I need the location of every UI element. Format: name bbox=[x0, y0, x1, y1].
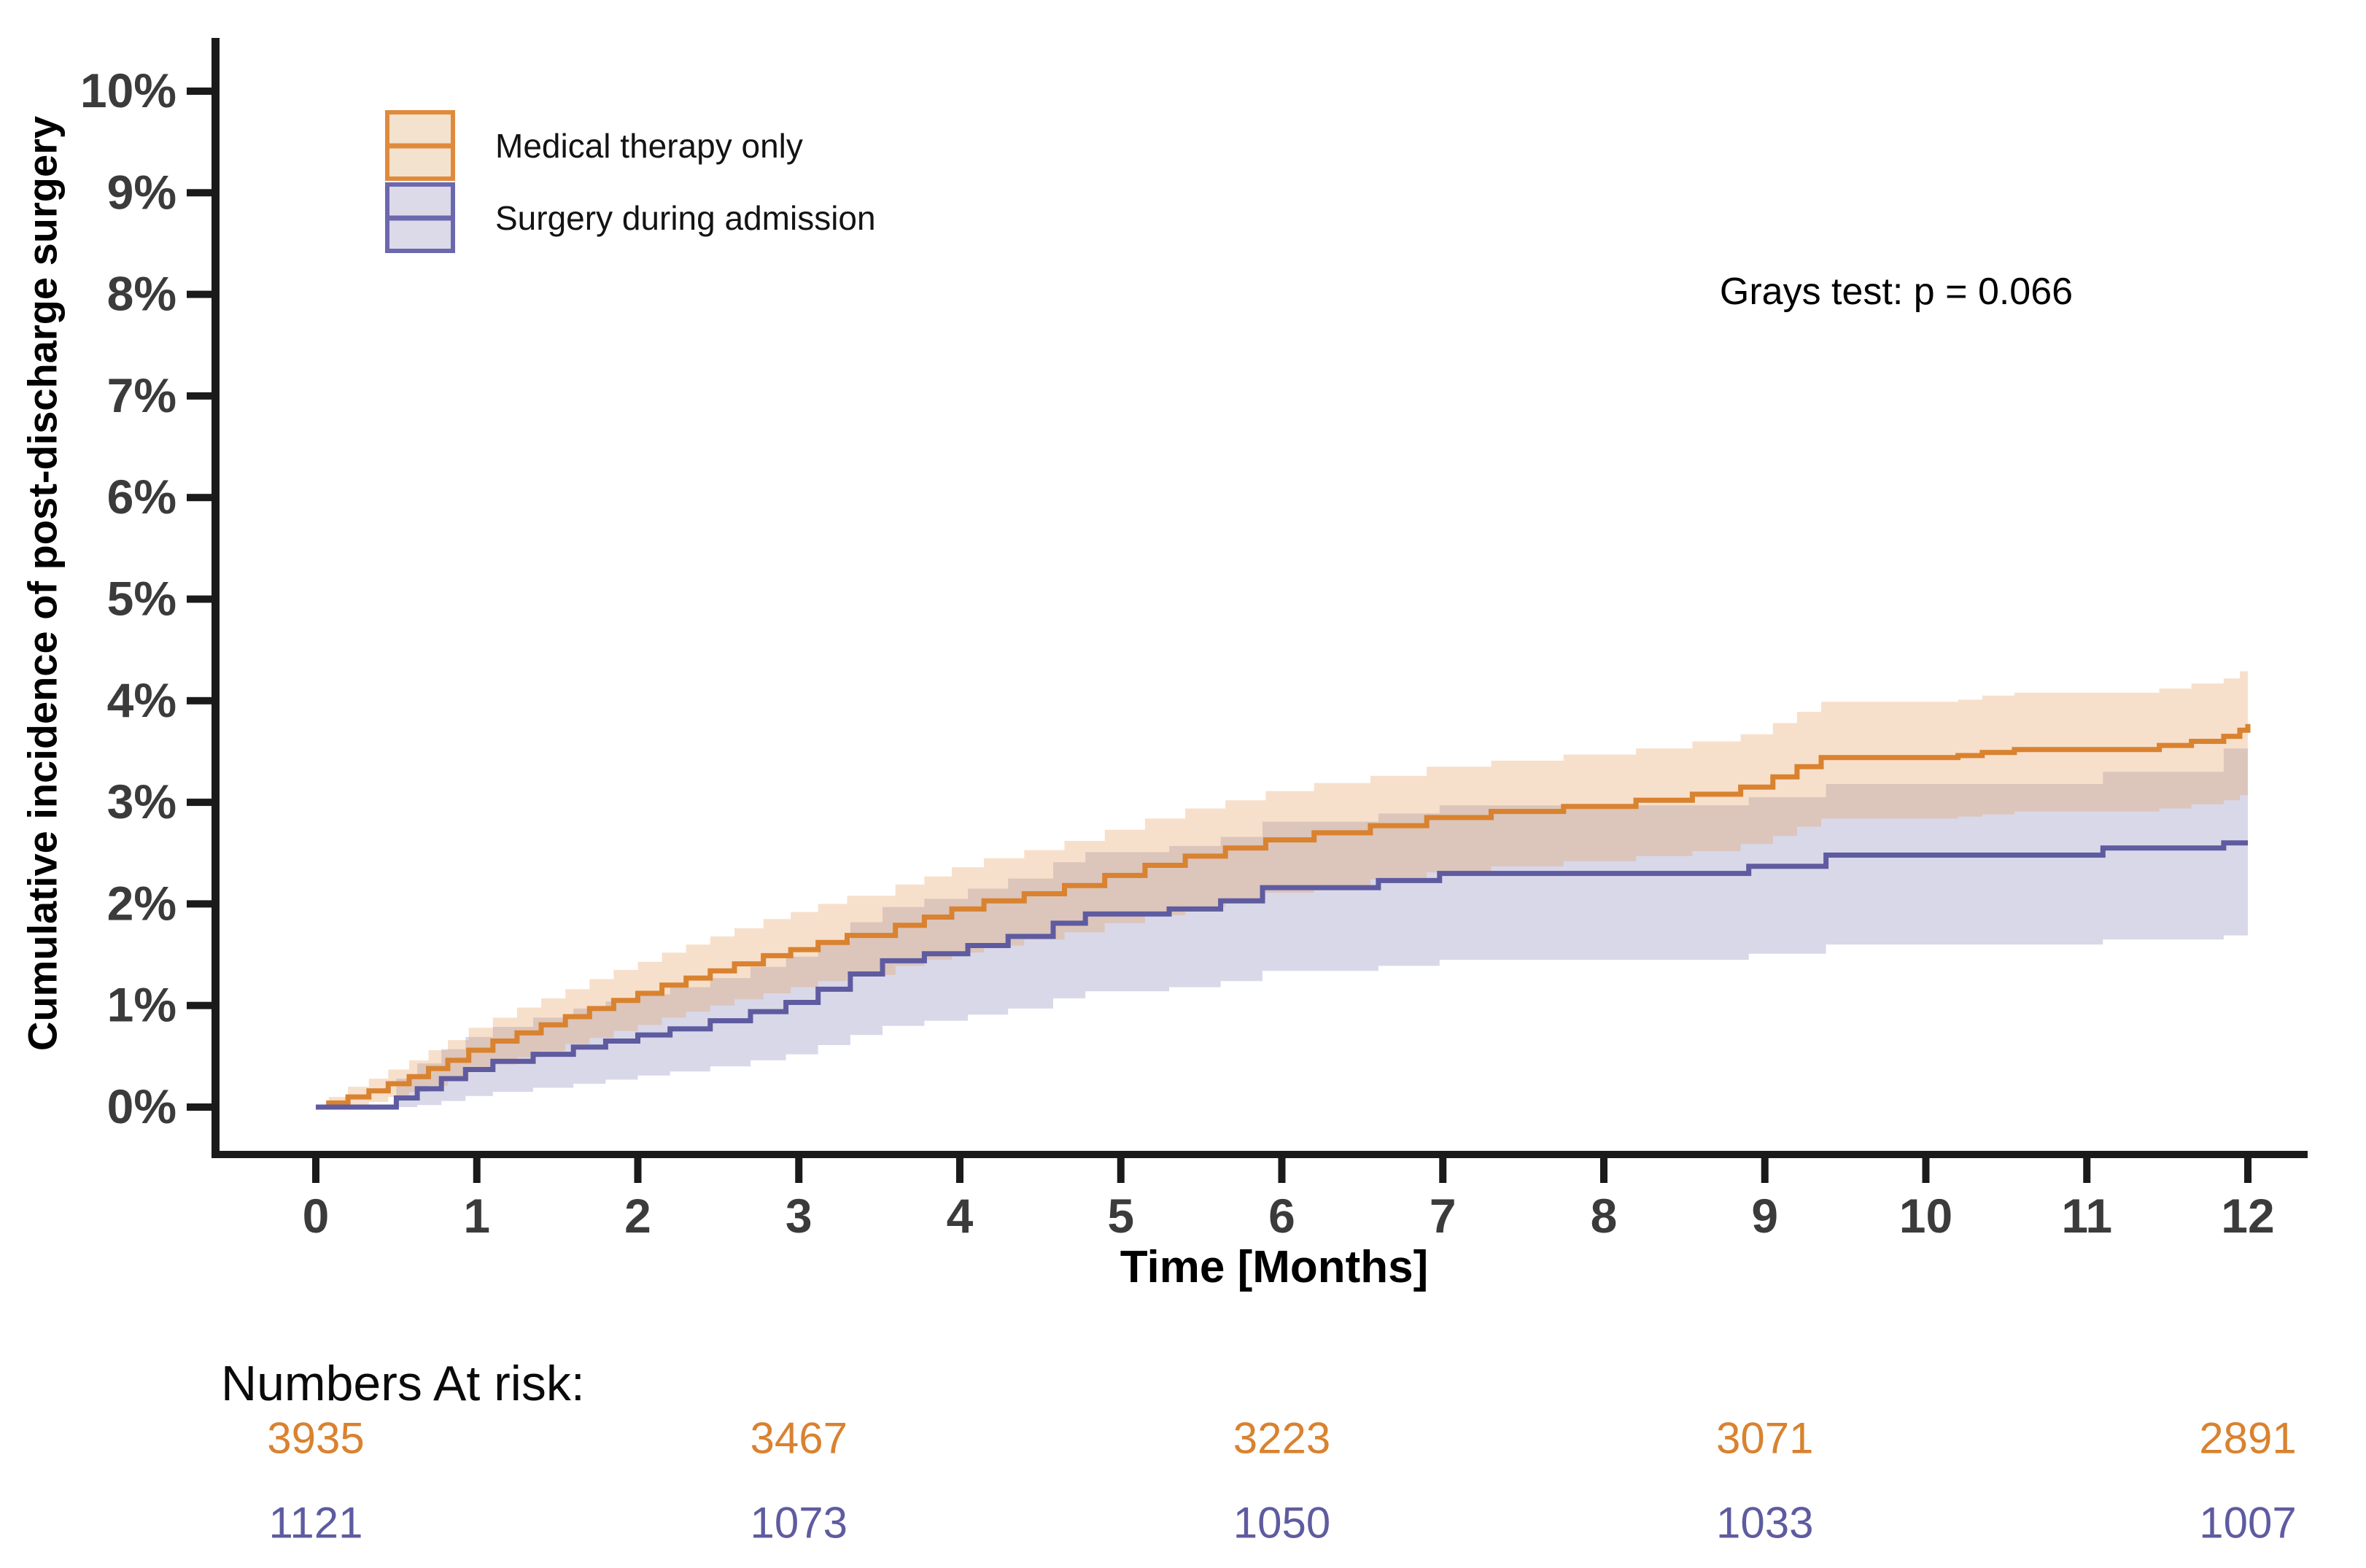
y-tick bbox=[187, 88, 212, 95]
x-tick-label: 12 bbox=[2221, 1189, 2274, 1243]
y-tick bbox=[187, 290, 212, 298]
y-tick bbox=[187, 1103, 212, 1111]
risk-count-surgery-m9: 1033 bbox=[1716, 1498, 1814, 1548]
x-tick bbox=[1117, 1158, 1125, 1183]
x-ticks: 0 1 2 3 4 5 6 7 8 9 10 11 12 bbox=[303, 1158, 2275, 1243]
x-tick bbox=[956, 1158, 963, 1183]
legend-label-surgery: Surgery during admission bbox=[495, 198, 876, 237]
legend-swatch-medical-icon bbox=[385, 110, 455, 181]
y-tick bbox=[187, 189, 212, 197]
y-tick-label: 10% bbox=[80, 63, 177, 117]
p-value-annotation: Grays test: p = 0.066 bbox=[1719, 271, 2074, 313]
y-tick-label: 3% bbox=[107, 775, 177, 828]
legend-item-surgery: Surgery during admission bbox=[385, 182, 876, 254]
surgery-step-line bbox=[316, 840, 2248, 1110]
legend-swatch-surgery-icon bbox=[385, 182, 455, 253]
x-tick bbox=[1922, 1158, 1930, 1183]
y-tick bbox=[187, 595, 212, 603]
risk-count-surgery-m12: 1007 bbox=[2199, 1498, 2297, 1548]
y-axis-line bbox=[212, 38, 220, 1158]
y-axis-title: Cumulative incidence of post-discharge s… bbox=[19, 115, 66, 1052]
x-tick-label: 5 bbox=[1107, 1189, 1134, 1243]
risk-table-title: Numbers At risk: bbox=[221, 1356, 585, 1411]
legend-line-surgery-icon bbox=[389, 215, 451, 220]
x-axis-title: Time [Months] bbox=[1120, 1242, 1429, 1292]
x-tick bbox=[1439, 1158, 1447, 1183]
legend-item-medical: Medical therapy only bbox=[385, 109, 876, 182]
y-tick-label: 0% bbox=[107, 1079, 177, 1133]
y-tick bbox=[187, 392, 212, 400]
y-tick-label: 6% bbox=[107, 470, 177, 524]
medical-step-line bbox=[316, 723, 2251, 1110]
x-tick-label: 4 bbox=[947, 1189, 974, 1243]
risk-count-surgery-m0: 1121 bbox=[268, 1498, 363, 1548]
x-tick bbox=[473, 1158, 481, 1183]
risk-count-medical-m0: 3935 bbox=[267, 1413, 365, 1463]
x-axis-line bbox=[212, 1151, 2308, 1158]
risk-count-medical-m6: 3223 bbox=[1233, 1413, 1331, 1463]
x-tick-label: 6 bbox=[1268, 1189, 1295, 1243]
x-tick-label: 8 bbox=[1591, 1189, 1618, 1243]
y-tick bbox=[187, 696, 212, 705]
y-ticks: 0% 1% 2% 3% 4% 5% 6% 7% 8% 9% 10% bbox=[80, 63, 212, 1133]
y-tick bbox=[187, 494, 212, 502]
y-tick-label: 9% bbox=[107, 165, 177, 219]
risk-count-surgery-m3: 1073 bbox=[750, 1498, 848, 1548]
y-tick-label: 5% bbox=[107, 572, 177, 626]
x-tick-label: 2 bbox=[624, 1189, 651, 1243]
x-tick bbox=[312, 1158, 319, 1183]
y-tick bbox=[187, 799, 212, 807]
surgery-ci-band bbox=[316, 748, 2248, 1107]
y-tick-label: 7% bbox=[107, 368, 177, 422]
y-tick-label: 8% bbox=[107, 267, 177, 321]
risk-count-medical-m3: 3467 bbox=[750, 1413, 848, 1463]
legend-line-medical-icon bbox=[389, 143, 451, 148]
y-tick-label: 1% bbox=[107, 978, 177, 1032]
x-tick bbox=[2244, 1158, 2251, 1183]
x-tick bbox=[1761, 1158, 1769, 1183]
risk-count-surgery-m6: 1050 bbox=[1233, 1498, 1331, 1548]
y-tick bbox=[187, 1001, 212, 1009]
x-tick bbox=[1278, 1158, 1286, 1183]
x-tick bbox=[634, 1158, 642, 1183]
legend-label-medical: Medical therapy only bbox=[495, 126, 803, 165]
y-tick-label: 4% bbox=[107, 673, 177, 727]
legend: Medical therapy only Surgery during admi… bbox=[385, 109, 876, 254]
x-tick bbox=[795, 1158, 803, 1183]
x-tick-label: 10 bbox=[1899, 1189, 1952, 1243]
x-tick-label: 11 bbox=[2061, 1189, 2112, 1243]
y-tick bbox=[187, 900, 212, 908]
x-tick bbox=[1600, 1158, 1607, 1183]
x-tick-label: 7 bbox=[1430, 1189, 1457, 1243]
x-tick-label: 9 bbox=[1751, 1189, 1778, 1243]
risk-count-medical-m12: 2891 bbox=[2199, 1413, 2297, 1463]
x-tick bbox=[2083, 1158, 2091, 1183]
x-tick-label: 1 bbox=[463, 1189, 490, 1243]
risk-count-medical-m9: 3071 bbox=[1716, 1413, 1814, 1463]
x-tick-label: 0 bbox=[303, 1189, 330, 1243]
x-tick-label: 3 bbox=[786, 1189, 812, 1243]
y-tick-label: 2% bbox=[107, 876, 177, 930]
